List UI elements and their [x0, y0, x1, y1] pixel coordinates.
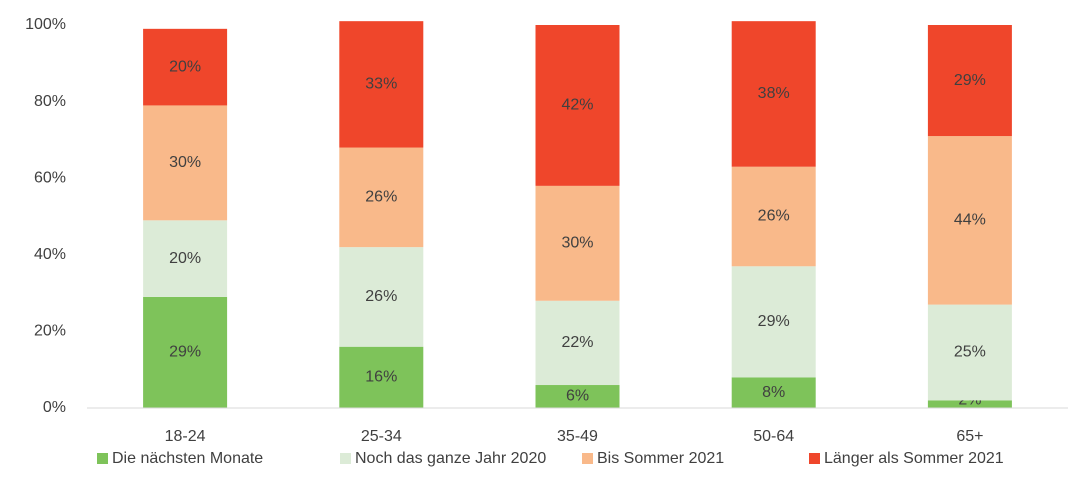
value-label: 38% [758, 85, 790, 102]
value-label: 20% [169, 250, 201, 267]
value-label: 22% [561, 334, 593, 351]
bar-segment [927, 136, 1012, 305]
bar-segment [143, 105, 228, 221]
value-label: 44% [954, 212, 986, 229]
y-tick-label: 40% [34, 246, 66, 263]
bar-segment [339, 346, 424, 408]
legend-label: Noch das ganze Jahr 2020 [355, 450, 546, 467]
bar-segment [731, 21, 816, 167]
x-tick-label: 25-34 [361, 428, 402, 445]
value-label: 29% [954, 72, 986, 89]
x-tick-label: 50-64 [753, 428, 794, 445]
y-tick-label: 0% [43, 399, 66, 416]
value-label: 42% [561, 97, 593, 114]
bar-segment [731, 266, 816, 378]
value-label: 30% [561, 235, 593, 252]
legend-label: Die nächsten Monate [112, 450, 263, 467]
bar-segment [339, 147, 424, 248]
bar-segment [535, 25, 620, 186]
y-tick-label: 60% [34, 169, 66, 186]
x-tick-label: 35-49 [557, 428, 598, 445]
value-label: 16% [365, 369, 397, 386]
legend-swatch [809, 453, 820, 464]
bar-segment [927, 25, 1012, 137]
value-label: 26% [758, 208, 790, 225]
value-label: 29% [169, 344, 201, 361]
x-tick-label: 18-24 [165, 428, 206, 445]
bar-segment [927, 400, 1012, 408]
y-tick-label: 20% [34, 323, 66, 340]
legend-label: Bis Sommer 2021 [597, 450, 724, 467]
bar-segment [535, 385, 620, 408]
bar-segment [731, 377, 816, 408]
value-label: 29% [758, 313, 790, 330]
y-tick-label: 100% [25, 16, 66, 33]
y-tick-label: 80% [34, 93, 66, 110]
legend-swatch [97, 453, 108, 464]
legend-swatch [582, 453, 593, 464]
bar-segment [535, 185, 620, 301]
value-label: 30% [169, 154, 201, 171]
legend-label: Länger als Sommer 2021 [824, 450, 1004, 467]
bar-segment [143, 296, 228, 408]
bar-segment [535, 300, 620, 386]
value-label: 8% [762, 384, 785, 401]
bar-segment [143, 28, 228, 106]
x-tick-label: 65+ [956, 428, 983, 445]
value-label: 33% [365, 76, 397, 93]
value-label: 25% [954, 344, 986, 361]
value-label: 26% [365, 288, 397, 305]
bar-segment [143, 220, 228, 297]
value-label: 20% [169, 58, 201, 75]
bar-segment [339, 21, 424, 148]
value-label: 6% [566, 388, 589, 405]
bar-segment [339, 247, 424, 347]
value-label: 26% [365, 189, 397, 206]
legend-swatch [340, 453, 351, 464]
bar-segment [731, 166, 816, 267]
bar-segment [927, 304, 1012, 401]
